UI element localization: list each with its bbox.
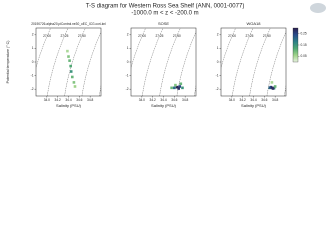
ts-point bbox=[174, 83, 177, 87]
x-axis-label: Salinity (PSU) bbox=[151, 103, 177, 108]
y-tick-label: -2 bbox=[126, 87, 129, 91]
contour-label: 27.25 bbox=[60, 34, 68, 38]
density-contour bbox=[221, 28, 236, 69]
x-tick-label: 34.8 bbox=[87, 98, 93, 102]
contour-label: 27.00 bbox=[138, 34, 146, 38]
ts-point bbox=[73, 85, 77, 88]
x-tick-label: 34.0 bbox=[44, 98, 50, 102]
y-tick-label: 1 bbox=[127, 46, 129, 50]
chart-title: T-S diagram for Western Ross Sea Shelf (… bbox=[86, 4, 245, 10]
x-tick-label: 34.8 bbox=[272, 98, 278, 102]
x-tick-label: 34.4 bbox=[250, 98, 256, 102]
panel-title: WOA18 bbox=[246, 21, 261, 26]
y-tick-label: -1 bbox=[126, 73, 129, 77]
x-axis-label: Salinity (PSU) bbox=[56, 103, 82, 108]
ts-point bbox=[69, 70, 73, 73]
ts-point bbox=[175, 85, 179, 89]
x-tick-label: 34.6 bbox=[261, 98, 267, 102]
ts-point bbox=[72, 81, 76, 84]
colorbar-tick-label: 0.05 bbox=[301, 54, 307, 58]
x-tick-label: 34.4 bbox=[65, 98, 71, 102]
density-contour bbox=[12, 28, 33, 96]
density-contour bbox=[142, 28, 164, 96]
contour-label: 27.50 bbox=[173, 34, 181, 38]
contour-label: 27.25 bbox=[245, 34, 253, 38]
x-tick-label: 34.0 bbox=[229, 98, 235, 102]
x-tick-label: 34.6 bbox=[76, 98, 82, 102]
colorbar bbox=[292, 27, 299, 63]
colorbar-tick-label: 0.15 bbox=[301, 43, 307, 47]
x-tick-label: 34.2 bbox=[150, 98, 156, 102]
contour-label: 27.00 bbox=[228, 34, 236, 38]
x-tick-label: 34.0 bbox=[139, 98, 145, 102]
density-contour bbox=[232, 28, 254, 96]
ts-point bbox=[269, 85, 273, 89]
ts-point bbox=[170, 86, 173, 90]
density-contour bbox=[249, 28, 271, 96]
y-tick-label: -1 bbox=[216, 73, 219, 77]
density-contour bbox=[159, 28, 181, 96]
density-contour bbox=[176, 31, 196, 96]
y-tick-label: 0 bbox=[32, 60, 34, 64]
x-tick-label: 34.2 bbox=[55, 98, 61, 102]
x-tick-label: 34.6 bbox=[171, 98, 177, 102]
y-tick-label: 0 bbox=[127, 60, 129, 64]
density-contour bbox=[47, 28, 69, 96]
density-contour bbox=[36, 28, 51, 69]
ts-point bbox=[270, 81, 274, 84]
y-tick-label: 1 bbox=[217, 46, 219, 50]
ts-point bbox=[273, 85, 277, 88]
ts-point bbox=[271, 87, 275, 90]
contour-label: 27.50 bbox=[78, 34, 86, 38]
ts-point bbox=[68, 59, 71, 62]
ts-point bbox=[181, 86, 184, 90]
density-contour bbox=[131, 28, 146, 69]
ts-point bbox=[69, 64, 72, 68]
y-tick-label: 2 bbox=[127, 33, 129, 37]
ts-point bbox=[66, 49, 69, 53]
panel-frame bbox=[130, 27, 197, 97]
ts-point bbox=[173, 86, 176, 90]
contour-label: 27.00 bbox=[43, 34, 51, 38]
y-tick-label: -2 bbox=[216, 87, 219, 91]
y-tick-label: -1 bbox=[31, 73, 34, 77]
panel-title: SOSE bbox=[158, 21, 169, 26]
density-contour bbox=[266, 31, 286, 96]
panel-frame bbox=[35, 27, 102, 97]
density-contour bbox=[81, 31, 101, 96]
colorbar-tick-label: 0.25 bbox=[301, 32, 307, 36]
y-tick-label: -2 bbox=[31, 87, 34, 91]
ts-point bbox=[179, 82, 183, 86]
y-tick-label: 2 bbox=[217, 33, 219, 37]
contour-label: 27.25 bbox=[155, 34, 163, 38]
x-tick-label: 34.4 bbox=[160, 98, 166, 102]
contour-label: 27.50 bbox=[263, 34, 271, 38]
density-contour bbox=[194, 85, 196, 96]
x-axis-label: Salinity (PSU) bbox=[241, 103, 267, 108]
density-contour bbox=[197, 28, 218, 96]
ts-point bbox=[177, 87, 180, 90]
y-tick-label: 2 bbox=[32, 33, 34, 37]
page: T-S diagram for Western Ross Sea Shelf (… bbox=[5, 3, 326, 109]
logo bbox=[310, 3, 326, 13]
chart-subtitle: -1000.0 m < z < -200.0 m bbox=[131, 11, 198, 17]
panel-title: 20190726.alpha20.piControl.ne30_oEC_ICG.… bbox=[31, 22, 106, 26]
x-tick-label: 34.8 bbox=[182, 98, 188, 102]
chart: T-S diagram for Western Ross Sea Shelf (… bbox=[6, 3, 326, 108]
ts-point bbox=[67, 55, 70, 58]
density-contour bbox=[64, 28, 86, 96]
y-tick-label: 1 bbox=[32, 46, 34, 50]
density-contour bbox=[99, 85, 101, 96]
density-contour bbox=[107, 28, 128, 96]
x-tick-label: 34.2 bbox=[240, 98, 246, 102]
ts-point bbox=[70, 75, 74, 79]
y-axis-label: Potential temperature (° C) bbox=[6, 41, 10, 84]
ts-point bbox=[178, 85, 182, 88]
y-tick-label: 0 bbox=[217, 60, 219, 64]
